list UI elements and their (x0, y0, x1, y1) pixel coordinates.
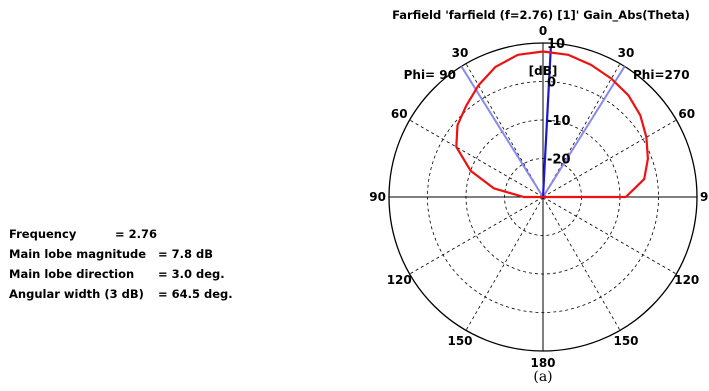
unit-label: [dB] (529, 64, 558, 78)
phi-left-label: Phi= 90 (404, 68, 456, 82)
radial-tick-label: 0 (547, 76, 556, 91)
info-value: = 3.0 deg. (158, 267, 225, 281)
radial-tick-label: -20 (547, 153, 571, 168)
angle-label: 30 (452, 46, 469, 60)
angle-spoke (542, 196, 621, 331)
angle-spoke (409, 196, 544, 275)
angle-spoke (409, 119, 544, 198)
gain-curve-group (455, 50, 649, 199)
angle-label: 120 (387, 273, 412, 287)
beamwidth-line (460, 65, 544, 198)
beam-lines (460, 47, 626, 198)
angle-spoke (542, 196, 677, 275)
main-lobe-line (541, 47, 552, 198)
info-label: Main lobe magnitude (9, 247, 147, 261)
phi-right-label: Phi=270 (633, 68, 690, 82)
angle-spoke (465, 196, 544, 331)
angle-label: 180 (530, 356, 555, 370)
angle-label: 120 (674, 273, 699, 287)
angle-label: 60 (678, 107, 695, 121)
radial-tick-label: -10 (547, 114, 571, 129)
info-label: Main lobe direction (9, 267, 135, 281)
angle-label: 150 (447, 334, 472, 348)
figure-caption: (a) (533, 369, 552, 385)
angle-label: 0 (539, 24, 547, 38)
angle-label: 150 (613, 334, 638, 348)
angle-spoke (542, 119, 677, 198)
angle-label: 30 (618, 46, 635, 60)
polar-labels: 0306090120150180150120906030100-10-20 (369, 24, 709, 370)
chart-title: Farfield 'farfield (f=2.76) [1]' Gain_Ab… (392, 8, 690, 23)
angle-label: 90 (369, 190, 386, 204)
angle-label: 60 (391, 107, 408, 121)
gain-curve (455, 50, 649, 199)
beamwidth-line (542, 65, 626, 198)
info-value: = 2.76 (115, 227, 158, 241)
info-value: = 7.8 dB (158, 247, 214, 261)
info-label: Angular width (3 dB) (9, 287, 144, 301)
angle-label: 90 (700, 190, 709, 204)
info-label: Frequency (9, 227, 77, 241)
info-value: = 64.5 deg. (158, 287, 233, 301)
radial-tick-label: 10 (547, 37, 565, 52)
